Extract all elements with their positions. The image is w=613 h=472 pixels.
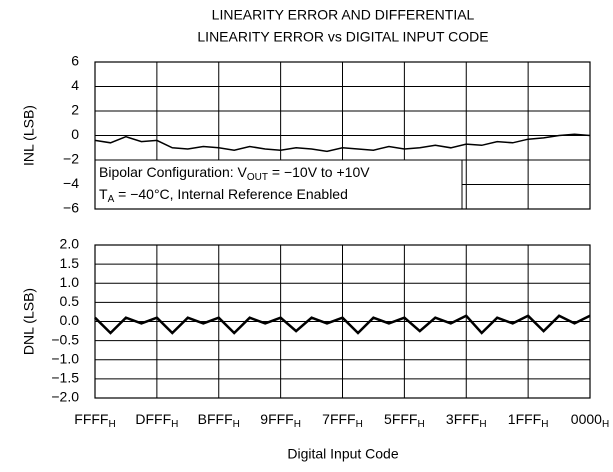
x-tick-label-main: 5FFF <box>384 411 417 427</box>
plot-frame <box>94 244 591 399</box>
annotation-part: T <box>99 186 108 202</box>
x-tick-label: 1FFFH <box>508 411 549 430</box>
x-tick-label-sub: H <box>108 419 115 430</box>
y-tick-label: 1.5 <box>60 255 80 271</box>
y-tick-label: −1.5 <box>51 370 79 386</box>
x-tick-label-sub: H <box>233 419 240 430</box>
x-tick-label-main: BFFF <box>198 411 233 427</box>
y-tick-label: 6 <box>71 53 79 69</box>
x-axis-label: Digital Input Code <box>287 446 399 462</box>
annotation-part: Bipolar Configuration: V <box>99 164 248 180</box>
x-tick-label-main: 3FFF <box>446 411 479 427</box>
x-tick-label: 9FFFH <box>260 411 301 430</box>
x-tick-label: 5FFFH <box>384 411 425 430</box>
x-tick-label-sub: H <box>356 419 363 430</box>
chart-title: LINEARITY ERROR vs DIGITAL INPUT CODE <box>197 29 488 45</box>
x-tick-label: 0000H <box>571 411 609 430</box>
y-tick-label: 4 <box>71 77 79 93</box>
x-tick-label: 3FFFH <box>446 411 487 430</box>
x-tick-label-main: 7FFF <box>322 411 355 427</box>
y-axis-label: DNL (LSB) <box>21 288 37 355</box>
x-tick-label-sub: H <box>171 419 178 430</box>
y-axis-label: INL (LSB) <box>21 105 37 166</box>
y-tick-label: 2.0 <box>60 236 80 252</box>
x-tick-label-sub: H <box>417 419 424 430</box>
x-tick-label: BFFFH <box>198 411 240 430</box>
x-tick-label: FFFFH <box>74 411 115 430</box>
annotation-box <box>94 159 463 210</box>
annotation: TA = −40°C, Internal Reference Enabled <box>99 186 348 205</box>
x-tick-label-sub: H <box>541 419 548 430</box>
x-tick-label-main: 9FFF <box>260 411 293 427</box>
y-tick-label: 1.0 <box>60 274 80 290</box>
y-tick-label: −4 <box>63 175 79 191</box>
x-tick-label: DFFFH <box>135 411 178 430</box>
x-tick-label-main: 0000 <box>571 411 602 427</box>
y-tick-label: 0.5 <box>60 293 80 309</box>
y-tick-label: −2 <box>63 151 79 167</box>
annotation-part: = −10V to +10V <box>268 164 370 180</box>
data-line <box>94 133 591 153</box>
data-line <box>94 314 591 335</box>
x-tick-label: 7FFFH <box>322 411 363 430</box>
annotation-part: A <box>108 194 115 205</box>
annotation-part: OUT <box>247 172 268 183</box>
x-tick-label-main: 1FFF <box>508 411 541 427</box>
y-tick-label: −2.0 <box>51 389 79 405</box>
y-tick-label: 0 <box>71 126 79 142</box>
y-tick-label: −0.5 <box>51 331 79 347</box>
x-tick-label-sub: H <box>479 419 486 430</box>
x-tick-label-sub: H <box>602 419 609 430</box>
annotation: Bipolar Configuration: VOUT = −10V to +1… <box>99 164 370 183</box>
annotation-part: = −40°C, Internal Reference Enabled <box>114 186 348 202</box>
y-tick-label: −1.0 <box>51 350 79 366</box>
x-tick-label-main: DFFF <box>135 411 171 427</box>
y-tick-label: 2 <box>71 102 79 118</box>
x-tick-label-main: FFFF <box>74 411 108 427</box>
y-tick-label: 0.0 <box>60 312 80 328</box>
chart-title: LINEARITY ERROR AND DIFFERENTIAL <box>212 7 475 23</box>
y-tick-label: −6 <box>63 200 79 216</box>
x-tick-label-sub: H <box>294 419 301 430</box>
